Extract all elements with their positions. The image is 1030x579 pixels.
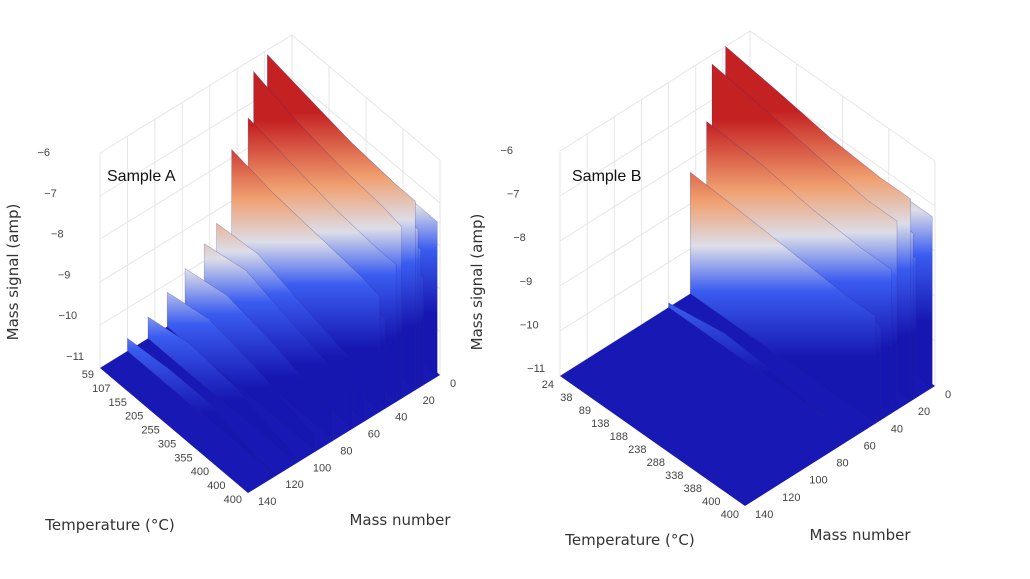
x-tick-label: 400	[207, 480, 225, 492]
x-tick-label: 388	[684, 483, 702, 495]
y-tick-label: 100	[313, 462, 331, 474]
y-tick-label: 40	[891, 423, 903, 435]
z-tick-label: −11	[527, 363, 545, 375]
x-tick-label: 107	[92, 383, 110, 395]
y-tick-label: 40	[395, 412, 407, 424]
surface-floor	[560, 256, 935, 506]
x-tick-label: 188	[610, 431, 628, 443]
surface-wall-mass-60	[668, 302, 854, 438]
x-tick-label: 89	[579, 405, 591, 417]
x-axis-title: Temperature (°C)	[44, 516, 174, 534]
z-tick-label: −8	[51, 229, 64, 241]
x-axis-title: Temperature (°C)	[564, 531, 694, 549]
y-tick-label: 80	[340, 445, 352, 457]
z-tick-label: −9	[520, 276, 533, 288]
z-tick-label: −11	[66, 351, 84, 363]
x-tick-label: 138	[591, 418, 609, 430]
z-tick-label: −10	[520, 319, 539, 331]
y-tick-label: 120	[782, 492, 800, 504]
x-tick-label: 400	[224, 494, 242, 506]
x-tick-label: 355	[174, 452, 192, 464]
y-tick-label: 0	[450, 378, 456, 390]
x-tick-label: 24	[542, 379, 554, 391]
x-tick-label: 205	[125, 411, 143, 423]
y-tick-label: 140	[258, 496, 276, 508]
z-axis-title: Mass signal (amp)	[468, 214, 486, 351]
x-tick-label: 400	[721, 509, 739, 521]
surface-wall-mass-105	[147, 316, 297, 465]
y-axis-title: Mass number	[809, 526, 911, 544]
x-tick-label: 288	[647, 457, 665, 469]
y-tick-label: 20	[918, 406, 930, 418]
z-tick-label: −9	[58, 269, 71, 281]
x-tick-label: 400	[191, 466, 209, 478]
x-tick-label: 338	[665, 470, 683, 482]
x-tick-label: 155	[109, 397, 127, 409]
surface-wall-mass-120	[127, 337, 276, 477]
plot-title: Sample A	[107, 168, 176, 185]
y-tick-label: 100	[809, 475, 827, 487]
y-tick-label: 20	[423, 395, 435, 407]
x-tick-label: 255	[141, 425, 159, 437]
z-axis-title: Mass signal (amp)	[4, 204, 22, 341]
x-tick-label: 238	[628, 444, 646, 456]
x-tick-label: 400	[702, 496, 720, 508]
x-tick-label: 38	[560, 392, 572, 404]
z-tick-label: −10	[59, 310, 78, 322]
z-tick-label: −7	[507, 189, 520, 201]
y-tick-label: 120	[285, 479, 303, 491]
surface-wall-mass-44	[689, 171, 876, 425]
z-tick-label: −8	[513, 232, 526, 244]
z-tick-label: −7	[44, 188, 57, 200]
y-axis-title: Mass number	[349, 511, 451, 529]
x-tick-label: 305	[158, 438, 176, 450]
y-tick-label: 80	[836, 458, 848, 470]
y-tick-label: 140	[755, 509, 773, 521]
x-tick-label: 59	[82, 369, 94, 381]
z-tick-label: −6	[37, 147, 50, 159]
surface-plot-2: 2438891381882382883383884004000204060801…	[468, 30, 951, 549]
y-tick-label: 60	[864, 440, 876, 452]
z-tick-label: −6	[500, 145, 513, 157]
y-tick-label: 60	[368, 429, 380, 441]
y-tick-label: 0	[945, 389, 951, 401]
plot-title: Sample B	[572, 168, 641, 185]
